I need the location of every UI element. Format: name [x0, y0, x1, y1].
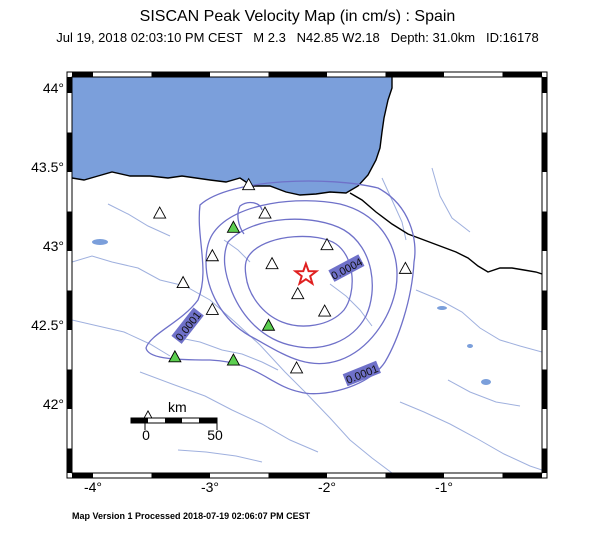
frame-segment: [385, 72, 444, 77]
frame-segment: [67, 448, 72, 473]
station-marker: [258, 206, 272, 219]
frame-segment: [268, 473, 327, 478]
frame-segment: [72, 473, 93, 478]
station-marker: [317, 304, 332, 317]
frame-segment: [385, 473, 444, 478]
frame-segment: [542, 369, 547, 409]
x-tick-label: -4°: [84, 479, 102, 495]
frame-segment: [67, 132, 72, 172]
scale-start: 0: [142, 427, 150, 443]
station-marker: [398, 261, 413, 274]
stations: [141, 177, 413, 423]
frame-segment: [67, 77, 72, 93]
station-marker: [265, 256, 279, 270]
frame-segment: [542, 211, 547, 251]
frame-segment: [67, 369, 72, 409]
country-border: [349, 192, 542, 275]
event-info: Jul 19, 2018 02:03:10 PM CEST M 2.3 N42.…: [56, 30, 539, 45]
coastline: [72, 77, 393, 196]
station-marker: [226, 353, 241, 366]
frame-segment: [268, 72, 327, 77]
frame-segment: [542, 77, 547, 93]
map-frame: [66, 71, 548, 479]
y-tick-label: 44°: [43, 80, 64, 96]
frame-segment: [151, 72, 210, 77]
map-footer: Map Version 1 Processed 2018-07-19 02:06…: [72, 511, 311, 521]
x-tick-label: -2°: [318, 479, 336, 495]
station-marker: [320, 237, 334, 251]
y-tick-label: 43.5°: [31, 159, 64, 175]
station-marker: [241, 177, 256, 191]
scale-unit: km: [168, 399, 187, 415]
station-marker: [290, 286, 305, 300]
y-tick-label: 43°: [43, 238, 64, 254]
station-marker: [168, 349, 182, 363]
frame-segment: [502, 72, 542, 77]
map-title: SISCAN Peak Velocity Map (in cm/s) : Spa…: [139, 8, 456, 25]
lakes: [92, 239, 491, 385]
scale-end: 50: [207, 427, 223, 443]
epicenter-star: [292, 260, 320, 287]
rivers: [72, 167, 542, 473]
station-marker: [205, 248, 220, 262]
station-marker: [176, 275, 190, 289]
x-tick-label: -3°: [201, 479, 219, 495]
velocity-contours: [145, 180, 416, 395]
station-marker: [152, 206, 167, 219]
station-marker: [226, 220, 241, 233]
frame-segment: [542, 132, 547, 172]
station-marker: [205, 302, 220, 315]
frame-segment: [542, 290, 547, 330]
frame-segment: [67, 211, 72, 251]
frame-segment: [67, 290, 72, 330]
frame-segment: [151, 473, 210, 478]
x-tick-label: -1°: [435, 479, 453, 495]
x-axis: -4° -3° -2° -1°: [84, 479, 453, 495]
y-axis: 44° 43.5° 43° 42.5° 42°: [31, 80, 64, 412]
scale-bar: km 0 50: [130, 399, 223, 443]
frame-segment: [502, 473, 542, 478]
sea-bay-of-biscay: [72, 77, 392, 195]
station-marker: [261, 318, 276, 331]
station-marker: [289, 360, 304, 374]
y-tick-label: 42°: [43, 396, 64, 412]
frame-segment: [72, 72, 93, 77]
y-tick-label: 42.5°: [31, 317, 64, 333]
frame-segment: [542, 448, 547, 473]
